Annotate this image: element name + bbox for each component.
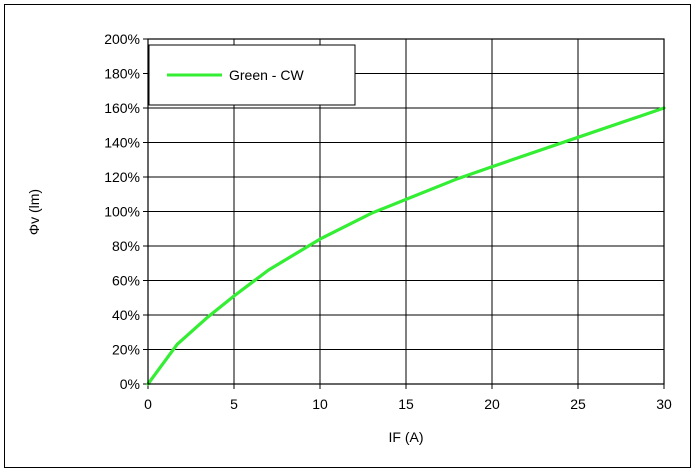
- legend: Green - CW: [148, 44, 356, 106]
- x-axis-label: IF (A): [389, 429, 424, 445]
- x-tick-label: 10: [312, 396, 328, 412]
- series-line-green-cw: [146, 106, 666, 386]
- x-tick-label: 5: [230, 396, 238, 412]
- y-tick-label: 180%: [104, 66, 140, 82]
- x-tick-label: 15: [398, 396, 414, 412]
- y-tick-label: 0%: [120, 376, 140, 392]
- plot-border: [147, 38, 665, 385]
- y-tick-label: 200%: [104, 31, 140, 47]
- y-tick-label: 20%: [112, 342, 140, 358]
- y-axis-label: Φv (lm): [26, 189, 42, 235]
- y-tick-label: 160%: [104, 100, 140, 116]
- x-tick-label: 20: [484, 396, 500, 412]
- x-tick-label: 25: [570, 396, 586, 412]
- y-tick-label: 80%: [112, 238, 140, 254]
- x-tick-label: 30: [656, 396, 672, 412]
- series-layer: [146, 106, 666, 386]
- y-tick-label: 100%: [104, 204, 140, 220]
- y-tick-label: 140%: [104, 135, 140, 151]
- x-tick-labels: 0 5 10 15 20 25 30: [144, 396, 672, 412]
- legend-label: Green - CW: [229, 67, 304, 83]
- y-tick-label: 60%: [112, 273, 140, 289]
- x-tick-label: 0: [144, 396, 152, 412]
- y-tick-label: 40%: [112, 307, 140, 323]
- y-tick-label: 120%: [104, 169, 140, 185]
- y-tick-labels: 0% 20% 40% 60% 80% 100% 120% 140% 160% 180% 200%: [104, 31, 140, 392]
